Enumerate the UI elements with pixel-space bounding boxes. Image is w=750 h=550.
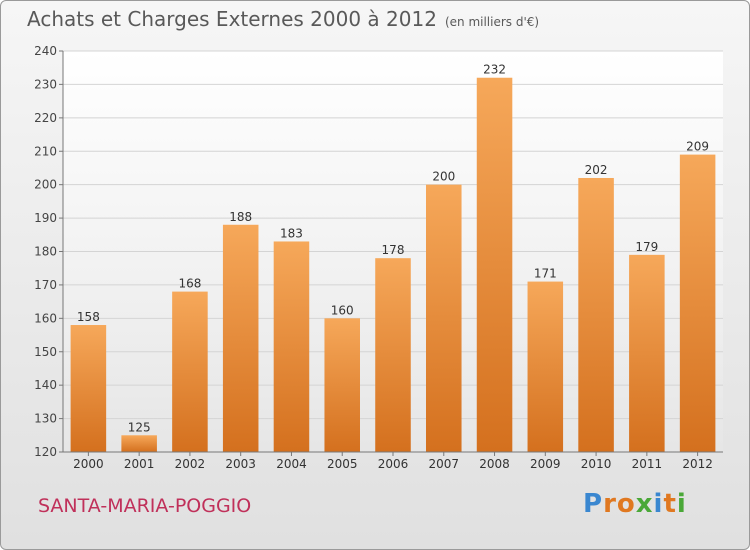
logo-letter: x	[635, 489, 654, 519]
x-tick-label: 2002	[175, 457, 206, 471]
y-tick-label: 130	[34, 412, 57, 426]
data-label: 158	[77, 310, 100, 324]
data-label: 160	[331, 303, 354, 317]
chart-title: Achats et Charges Externes 2000 à 2012 (e…	[27, 7, 539, 31]
bars: 158 125 168 188 183 160 178 200 232 171 202 179 209	[70, 63, 716, 452]
x-tick-label: 2006	[378, 457, 409, 471]
y-tick-label: 200	[34, 178, 57, 192]
y-tick-label: 120	[34, 445, 57, 459]
x-tick-label: 2008	[479, 457, 510, 471]
x-tick-label: 2005	[327, 457, 358, 471]
data-label: 179	[635, 240, 658, 254]
y-tick-label: 240	[34, 44, 57, 58]
logo-letter: P	[583, 489, 604, 519]
bar-2011	[629, 254, 665, 452]
proxiti-logo: Proxiti	[583, 489, 687, 519]
data-label: 178	[382, 243, 405, 257]
logo-letter: t	[663, 489, 677, 519]
x-tick-label: 2010	[581, 457, 612, 471]
x-tick-label: 2009	[530, 457, 561, 471]
bar-2012	[679, 154, 716, 452]
data-label: 171	[534, 267, 557, 281]
x-axis: 2000 2001 2002 2003 2004 2005 2006 2007 2008 2009…	[63, 451, 723, 471]
commune-name: SANTA-MARIA-POGGIO	[38, 495, 252, 517]
data-label: 125	[128, 420, 151, 434]
bar-2004	[273, 241, 310, 452]
y-tick-label: 170	[34, 278, 57, 292]
data-label: 209	[686, 140, 709, 154]
x-tick-label: 2000	[73, 457, 104, 471]
logo-letter: i	[676, 489, 687, 519]
bar-2009	[527, 281, 564, 452]
y-tick-label: 230	[34, 77, 57, 91]
logo-letter: r	[603, 489, 617, 519]
data-label: 200	[432, 170, 455, 184]
x-tick-label: 2007	[428, 457, 459, 471]
y-tick-label: 180	[34, 245, 57, 259]
x-tick-label: 2003	[225, 457, 256, 471]
logo-letter: o	[616, 489, 636, 519]
chart-subtitle: (en milliers d'€)	[444, 15, 540, 29]
chart-title-text: Achats et Charges Externes 2000 à 2012	[27, 7, 437, 31]
bar-2008	[476, 77, 513, 452]
bar-2001	[121, 435, 157, 452]
x-tick-label: 2004	[276, 457, 307, 471]
bar-2003	[222, 224, 259, 452]
data-label: 202	[585, 163, 608, 177]
bar-2006	[375, 258, 411, 452]
data-label: 168	[178, 277, 201, 291]
y-tick-label: 150	[34, 345, 57, 359]
bar-2007	[426, 184, 462, 452]
y-tick-label: 160	[34, 311, 57, 325]
x-tick-label: 2011	[632, 457, 663, 471]
data-label: 232	[483, 63, 506, 77]
y-tick-label: 140	[34, 378, 57, 392]
y-axis: 120 130 140 150 160 170 180 190 200 210 220 230 240	[34, 44, 64, 459]
data-label: 188	[229, 210, 252, 224]
y-tick-label: 210	[34, 144, 57, 158]
bar-2000	[70, 325, 107, 452]
bar-2005	[324, 318, 360, 452]
bar-2002	[172, 291, 208, 452]
bar-2010	[578, 177, 614, 452]
data-label: 183	[280, 226, 303, 240]
x-tick-label: 2012	[682, 457, 713, 471]
logo-letter: i	[653, 489, 664, 519]
y-tick-label: 220	[34, 111, 57, 125]
x-tick-label: 2001	[124, 457, 155, 471]
y-tick-label: 190	[34, 211, 57, 225]
